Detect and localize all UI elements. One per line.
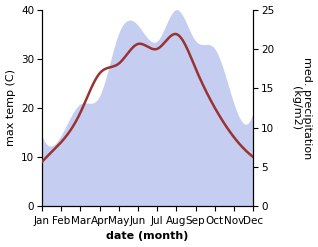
- Y-axis label: max temp (C): max temp (C): [5, 69, 16, 146]
- Y-axis label: med. precipitation
(kg/m2): med. precipitation (kg/m2): [291, 57, 313, 159]
- X-axis label: date (month): date (month): [107, 231, 189, 242]
